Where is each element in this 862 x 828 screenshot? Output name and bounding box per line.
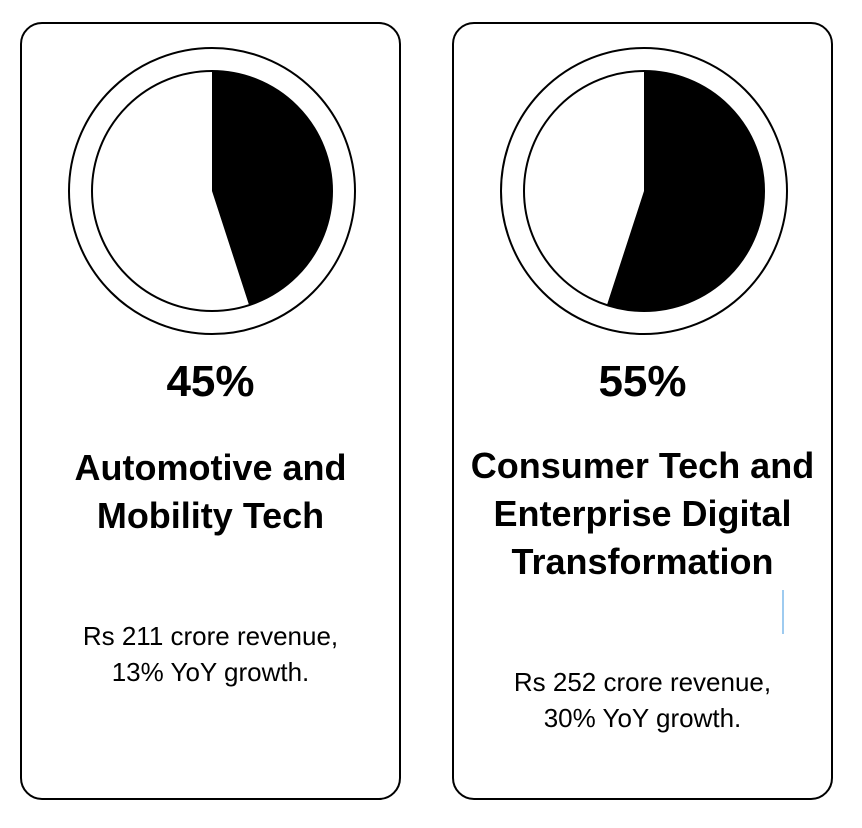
text-cursor: [782, 590, 784, 634]
segment-title: Automotive and Mobility Tech: [74, 447, 347, 536]
pie-chart-consumer-tech: [500, 47, 788, 335]
pie-slice-consumer-tech: [606, 71, 764, 311]
percentage-value: 45%: [166, 357, 255, 406]
segment-card-automotive: 45% Automotive and Mobility Tech Rs 211 …: [20, 22, 401, 800]
segment-description: Rs 252 crore revenue, 30% YoY growth.: [513, 667, 772, 733]
segment-title: Consumer Tech and Enterprise Digital Tra…: [470, 445, 815, 582]
percentage-value: 55%: [598, 357, 687, 406]
pie-slice-automotive: [212, 71, 333, 306]
segment-card-consumer-tech: 55% Consumer Tech and Enterprise Digital…: [452, 22, 833, 800]
segment-description: Rs 211 crore revenue, 13% YoY growth.: [82, 621, 339, 687]
pie-chart-automotive: [68, 47, 356, 335]
